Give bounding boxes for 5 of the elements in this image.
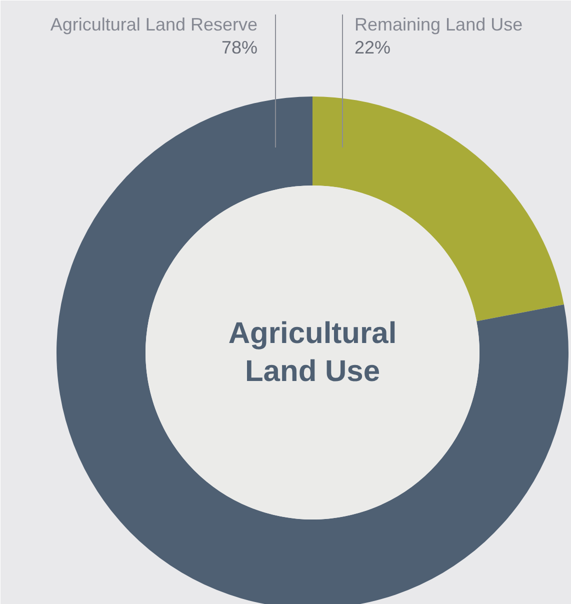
slice-label: Remaining Land Use xyxy=(354,14,523,34)
data-label: 78% xyxy=(221,38,258,58)
text: Agricultural Land Use xyxy=(228,317,397,388)
data-label: 22% xyxy=(354,38,391,58)
slice-label: Agricultural Land Reserve xyxy=(50,14,258,34)
